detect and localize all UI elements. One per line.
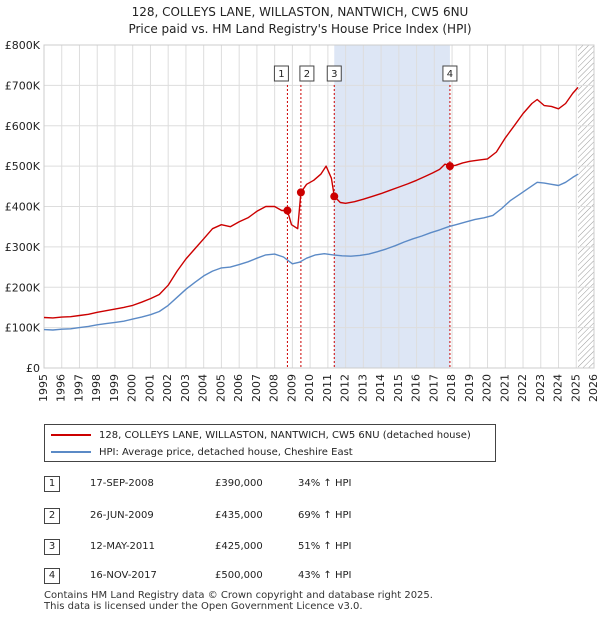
sale-price: £425,000 <box>215 541 263 552</box>
x-tick-label: 2002 <box>161 374 174 402</box>
sale-point <box>445 162 454 171</box>
sale-point <box>296 188 305 197</box>
x-tick-label: 2022 <box>516 374 529 402</box>
sale-point <box>330 192 339 201</box>
y-tick-label: £100K <box>5 322 41 335</box>
series-line-hpi <box>43 173 579 331</box>
sale-point <box>283 206 292 215</box>
legend-label-hpi: HPI: Average price, detached house, Ches… <box>99 446 353 458</box>
y-tick-label: £400K <box>5 201 41 214</box>
x-tick-label: 1996 <box>55 374 68 402</box>
x-tick-label: 2004 <box>197 374 210 402</box>
sale-hpi-change: 43% ↑ HPI <box>298 570 352 581</box>
sale-marker-label: 3 <box>331 69 337 80</box>
sale-number-badge: 3 <box>44 539 60 555</box>
x-tick-label: 2013 <box>356 374 369 402</box>
sale-marker-label-box <box>273 65 289 82</box>
sale-price: £435,000 <box>215 510 263 521</box>
x-tick-label: 1998 <box>90 374 103 402</box>
sale-hpi-change: 51% ↑ HPI <box>298 541 352 552</box>
sale-row: 3 12-MAY-2011 £425,000 51% ↑ HPI <box>0 537 600 557</box>
y-tick-label: £800K <box>5 39 41 52</box>
x-tick-label: 1995 <box>37 374 50 402</box>
x-tick-label: 2007 <box>250 374 263 402</box>
y-tick-label: £700K <box>5 79 41 92</box>
sale-price: £500,000 <box>215 570 263 581</box>
x-tick-label: 2001 <box>143 374 156 402</box>
y-tick-label: £200K <box>5 281 41 294</box>
footer-line-2: This data is licensed under the Open Gov… <box>44 601 363 612</box>
x-tick-label: 2023 <box>534 374 547 402</box>
footer-attribution: Contains HM Land Registry data © Crown c… <box>44 590 433 612</box>
y-tick-label: £0 <box>26 362 40 375</box>
x-tick-label: 2019 <box>463 374 476 402</box>
sale-marker-label: 2 <box>304 69 310 80</box>
sale-number-badge: 1 <box>44 476 60 492</box>
sale-marker-label: 1 <box>278 69 284 80</box>
sale-hpi-change: 69% ↑ HPI <box>298 510 352 521</box>
legend-item-hpi: HPI: Average price, detached house, Ches… <box>45 444 353 460</box>
sale-hpi-change: 34% ↑ HPI <box>298 478 352 489</box>
x-tick-label: 2006 <box>232 374 245 402</box>
series-line-property <box>43 86 579 319</box>
y-tick-label: £300K <box>5 241 41 254</box>
sale-marker-label: 4 <box>447 69 453 80</box>
x-tick-label: 2021 <box>498 374 511 402</box>
sale-date: 26-JUN-2009 <box>90 510 154 521</box>
y-tick-label: £600K <box>5 120 41 133</box>
sale-price: £390,000 <box>215 478 263 489</box>
x-tick-label: 2025 <box>569 374 582 402</box>
x-tick-label: 2020 <box>481 374 494 402</box>
x-tick-label: 2015 <box>392 374 405 402</box>
legend-label-property: 128, COLLEYS LANE, WILLASTON, NANTWICH, … <box>99 429 471 441</box>
x-tick-label: 2011 <box>321 374 334 402</box>
sale-marker-label-box <box>442 65 458 82</box>
sale-row: 1 17-SEP-2008 £390,000 34% ↑ HPI <box>0 474 600 494</box>
legend-item-property: 128, COLLEYS LANE, WILLASTON, NANTWICH, … <box>45 427 471 443</box>
sale-marker-label-box <box>326 65 342 82</box>
x-tick-label: 2017 <box>427 374 440 402</box>
x-tick-label: 2009 <box>285 374 298 402</box>
footer-line-1: Contains HM Land Registry data © Crown c… <box>44 590 433 601</box>
sale-row: 2 26-JUN-2009 £435,000 69% ↑ HPI <box>0 506 600 526</box>
sale-number-badge: 2 <box>44 508 60 524</box>
x-tick-label: 2000 <box>126 374 139 402</box>
price-chart: £0 £100K £200K £300K £400K £500K £600K £700K £80… <box>5 39 600 402</box>
legend-line-property <box>51 434 91 436</box>
sale-date: 12-MAY-2011 <box>90 541 156 552</box>
x-tick-label: 1999 <box>108 374 121 402</box>
y-tick-label: £500K <box>5 160 41 173</box>
x-tick-label: 2008 <box>268 374 281 402</box>
x-tick-label: 2012 <box>339 374 352 402</box>
x-tick-label: 2016 <box>410 374 423 402</box>
chart-title: 128, COLLEYS LANE, WILLASTON, NANTWICH, … <box>131 5 469 19</box>
x-tick-label: 1997 <box>72 374 85 402</box>
sale-date: 17-SEP-2008 <box>90 478 154 489</box>
legend: 128, COLLEYS LANE, WILLASTON, NANTWICH, … <box>44 424 496 462</box>
sale-marker-label-box <box>299 65 315 82</box>
x-tick-label: 2005 <box>214 374 227 402</box>
x-tick-label: 2010 <box>303 374 316 402</box>
chart-subtitle: Price paid vs. HM Land Registry's House … <box>128 22 472 36</box>
x-tick-label: 2014 <box>374 374 387 402</box>
sale-row: 4 16-NOV-2017 £500,000 43% ↑ HPI <box>0 566 600 586</box>
plot-frame <box>43 44 595 369</box>
sale-date: 16-NOV-2017 <box>90 570 157 581</box>
sale-number-badge: 4 <box>44 568 60 584</box>
legend-line-hpi <box>51 451 91 453</box>
x-tick-label: 2026 <box>587 374 600 402</box>
x-tick-label: 2018 <box>445 374 458 402</box>
x-tick-label: 2003 <box>179 374 192 402</box>
x-tick-label: 2024 <box>552 374 565 402</box>
